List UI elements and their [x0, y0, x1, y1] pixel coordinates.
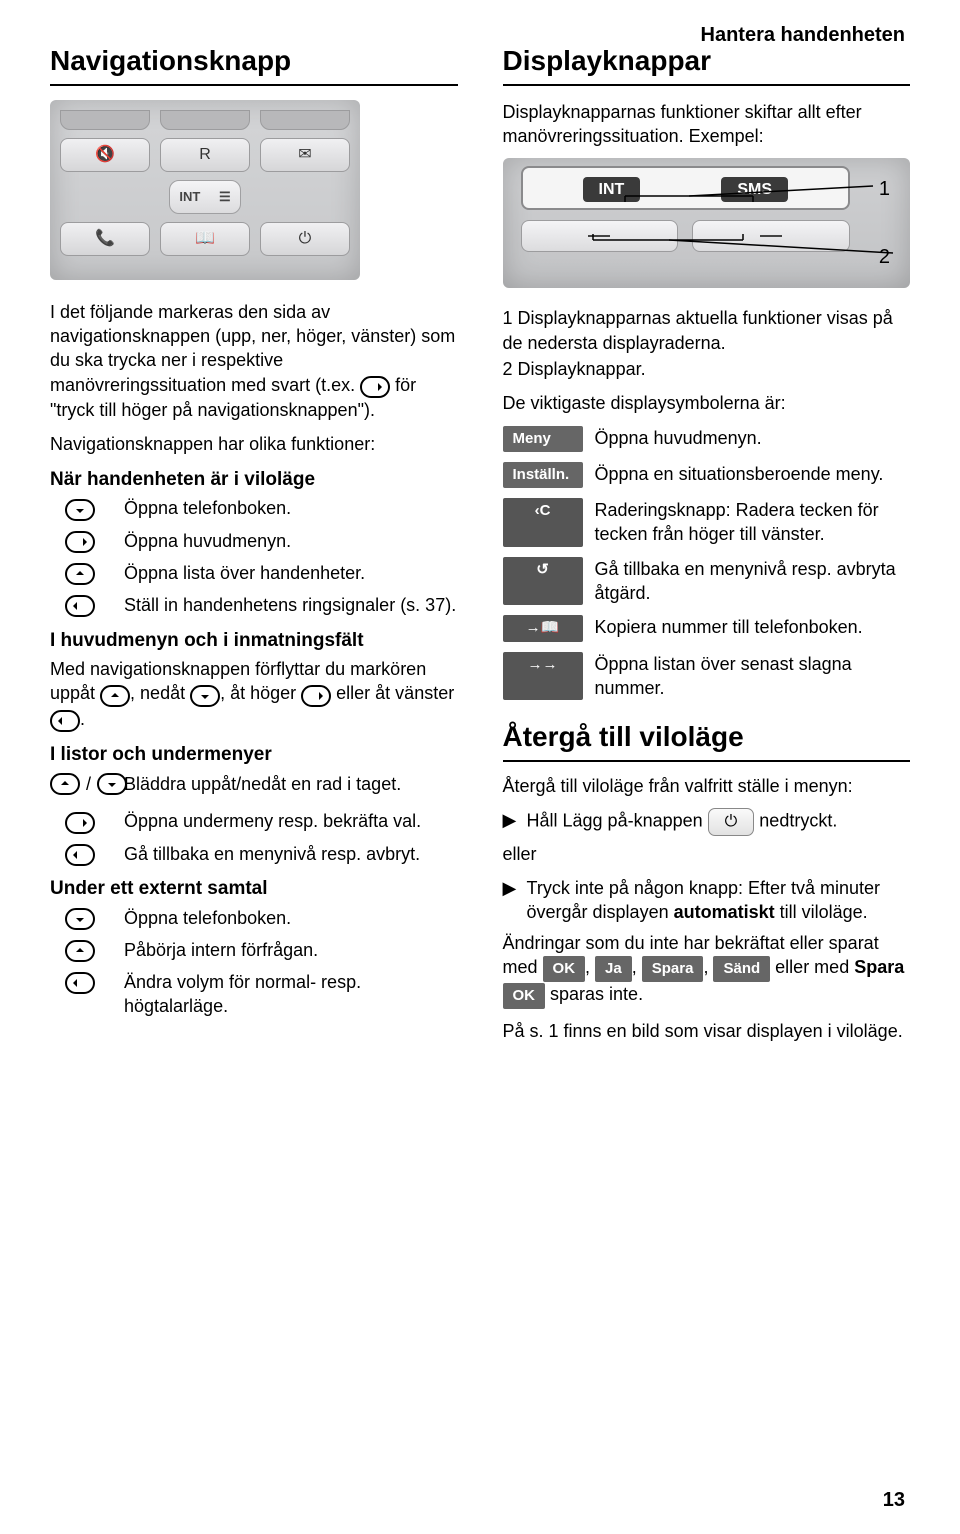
nav-down-icon — [190, 685, 220, 707]
message-key-icon: ✉ — [260, 138, 350, 172]
sec2-title: I huvudmenyn och i inmatningsfält — [50, 628, 458, 654]
nav-left-icon — [65, 844, 95, 866]
nav-right-icon — [65, 531, 95, 553]
symbol-chip: Inställn. — [503, 462, 583, 488]
sec3-item: Bläddra uppåt/nedåt en rad i taget. — [124, 772, 458, 801]
right-column: Displayknappar Displayknapparnas funktio… — [503, 42, 911, 1054]
sec4-item: Påbörja intern förfrågan. — [124, 938, 458, 962]
nav-left-icon — [65, 595, 95, 617]
bullet-icon: ▶ — [503, 876, 517, 925]
left-column: Navigationsknapp 🔇 R ✉ INT ☰ 📞 📖 ⏻ I de — [50, 42, 458, 1054]
end-call-key-icon: ⏻ — [708, 808, 755, 836]
chip-ok: OK — [543, 956, 586, 982]
nav-left-icon — [50, 710, 80, 732]
symbol-chip: →→ — [503, 652, 583, 701]
sec3-item: Gå tillbaka en menynivå resp. avbryt. — [124, 842, 458, 866]
symbol-chip: →📖 — [503, 615, 583, 641]
nav-right-icon — [360, 376, 390, 398]
nav-down-icon — [65, 908, 95, 930]
int-label: INT — [179, 188, 200, 206]
legend-2: 2 — [879, 244, 890, 271]
intro-para-2: Navigationsknappen har olika funktioner: — [50, 432, 458, 456]
symbol-desc: Gå tillbaka en menynivå resp. avbryta åt… — [595, 557, 911, 606]
right-intro: Displayknapparnas funktioner skiftar all… — [503, 100, 911, 149]
nav-right-icon — [301, 685, 331, 707]
symbol-desc: Raderingsknapp: Radera tecken för tecken… — [595, 498, 911, 547]
book-key-icon: 📖 — [160, 222, 250, 256]
speaker-key-icon: 🔇 — [60, 138, 150, 172]
sec1-item: Öppna telefonboken. — [124, 496, 458, 520]
legend-text-1: 1 Displayknapparnas aktuella funktioner … — [503, 306, 911, 355]
call-key-icon: 📞 — [60, 222, 150, 256]
bullet-icon: ▶ — [503, 808, 517, 836]
nav-left-icon — [65, 972, 95, 994]
sec3-item: Öppna undermeny resp. bekräfta val. — [124, 809, 458, 833]
nav-down-icon — [97, 773, 127, 795]
nav-up-icon — [65, 940, 95, 962]
chip-sand: Sänd — [713, 956, 770, 982]
symbol-chip: Meny — [503, 426, 583, 452]
sec1-title: När handenheten är i viloläge — [50, 467, 458, 493]
nav-up-icon — [65, 563, 95, 585]
nav-up-icon — [50, 773, 80, 795]
sec4-title: Under ett externt samtal — [50, 876, 458, 902]
legend-text-2: 2 Displayknappar. — [503, 357, 911, 381]
display-diagram: INT SMS 1 2 — [503, 158, 911, 288]
r-key-icon: R — [160, 138, 250, 172]
symbol-desc: Kopiera nummer till telefonboken. — [595, 615, 911, 641]
sec2-text: Med navigationsknappen förflyttar du mar… — [50, 657, 458, 732]
left-title: Navigationsknapp — [50, 42, 458, 86]
handset-keypad-image: 🔇 R ✉ INT ☰ 📞 📖 ⏻ — [50, 100, 360, 280]
sec4-item: Öppna telefonboken. — [124, 906, 458, 930]
return-idle-p1: Återgå till viloläge från valfritt ställ… — [503, 774, 911, 798]
symbol-desc: Öppna huvudmenyn. — [595, 426, 911, 452]
menu-icon: ☰ — [219, 188, 231, 206]
symbols-intro: De viktigaste displaysymbolerna är: — [503, 391, 911, 415]
bullet-item: ▶ Håll Lägg på-knappen ⏻ nedtryckt. — [503, 808, 911, 836]
sec3-title: I listor och undermenyer — [50, 742, 458, 768]
sec4-item: Ändra volym för normal- resp. högtalarlä… — [124, 970, 458, 1019]
end-key-icon: ⏻ — [260, 222, 350, 256]
chip-ok2: OK — [503, 983, 546, 1009]
sec1-item: Ställ in handenhetens ringsignaler (s. 3… — [124, 593, 458, 617]
nav-up-icon — [100, 685, 130, 707]
nav-right-icon — [65, 812, 95, 834]
chip-ja: Ja — [595, 956, 632, 982]
symbol-desc: Öppna listan över senast slagna nummer. — [595, 652, 911, 701]
symbol-desc: Öppna en situationsberoende meny. — [595, 462, 911, 488]
chip-spara: Spara — [642, 956, 704, 982]
return-idle-title: Återgå till viloläge — [503, 718, 911, 762]
diagram-connectors-2 — [503, 158, 911, 288]
bullet-item: ▶ Tryck inte på någon knapp: Efter två m… — [503, 876, 911, 925]
page-number: 13 — [883, 1487, 905, 1514]
changes-para: Ändringar som du inte har bekräftat elle… — [503, 931, 911, 1010]
intro-para: I det följande markeras den sida av navi… — [50, 300, 458, 423]
symbol-chip: ↺ — [503, 557, 583, 606]
page-header: Hantera handenheten — [701, 22, 905, 49]
nav-down-icon — [65, 499, 95, 521]
legend-1: 1 — [879, 176, 890, 203]
final-para: På s. 1 finns en bild som visar displaye… — [503, 1019, 911, 1043]
sec1-item: Öppna lista över handenheter. — [124, 561, 458, 585]
symbol-chip: ‹C — [503, 498, 583, 547]
sec1-item: Öppna huvudmenyn. — [124, 529, 458, 553]
or-text: eller — [503, 842, 911, 866]
